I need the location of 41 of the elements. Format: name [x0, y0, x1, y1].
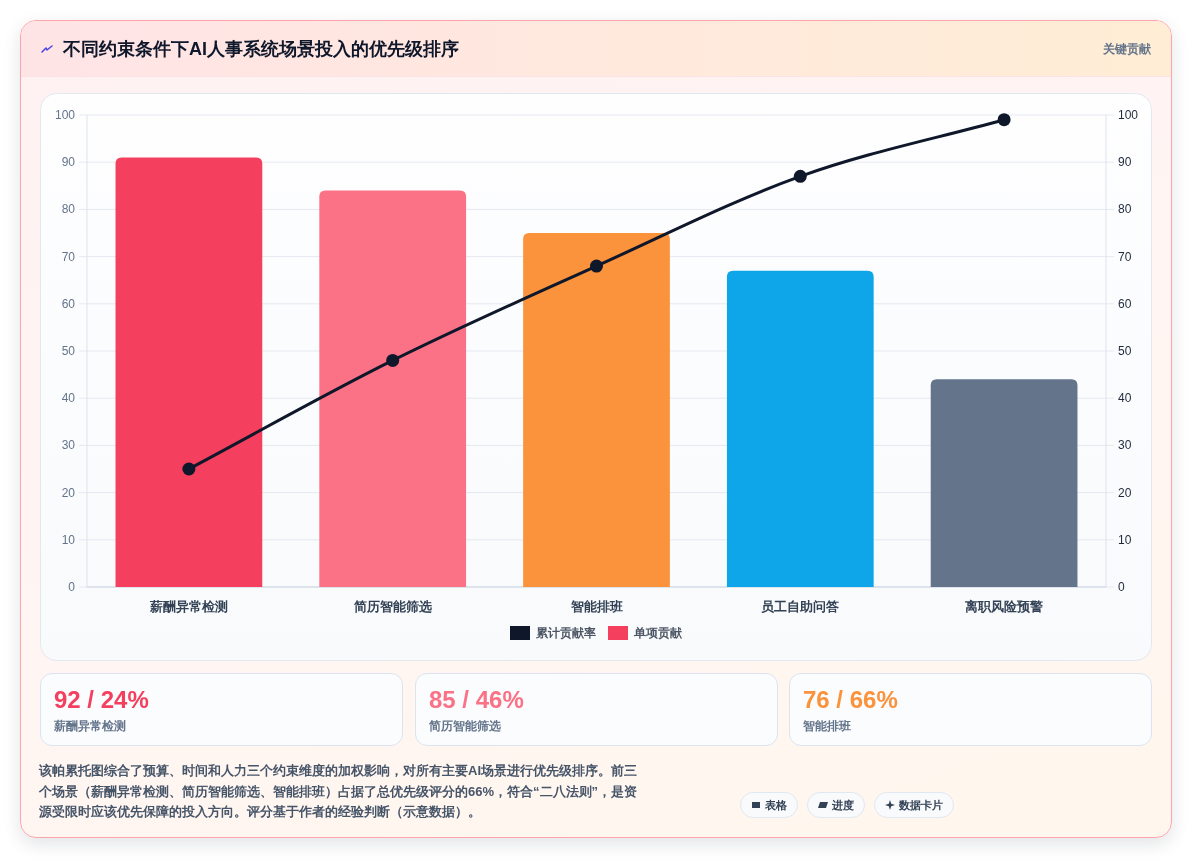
y-tick-label: 80	[61, 202, 75, 217]
y-tick-label: 20	[61, 485, 75, 500]
kpi-value: 76 / 66%	[803, 685, 898, 715]
legend-label: 单项贡献	[634, 624, 682, 642]
button-label: 数据卡片	[899, 797, 943, 813]
kpi-value: 85 / 46%	[429, 685, 524, 715]
y-tick-label: 70	[61, 249, 75, 264]
x-tick-label: 智能排班	[570, 599, 623, 614]
y2-tick-label: 20	[1118, 485, 1132, 500]
y-tick-label: 60	[61, 296, 75, 311]
y2-tick-label: 70	[1118, 249, 1132, 264]
y-tick-label: 50	[61, 344, 75, 358]
x-tick-label: 薪酬异常检测	[149, 599, 228, 614]
kpi-value: 92 / 24%	[54, 685, 149, 715]
y-tick-label: 40	[61, 391, 75, 406]
y2-tick-label: 60	[1118, 296, 1132, 311]
x-tick-label: 简历智能筛选	[353, 599, 432, 614]
kpi-label: 智能排班	[803, 718, 851, 734]
y2-tick-label: 0	[1118, 580, 1125, 594]
y2-tick-label: 80	[1118, 202, 1132, 217]
button-label: 表格	[765, 797, 787, 813]
y-tick-label: 10	[61, 532, 75, 547]
x-tick-label: 员工自助问答	[761, 599, 840, 614]
note: 该帕累托图综合了预算、时间和人力三个约束维度的加权影响，对所有主要AI场景进行优先级排序。前三个场景（薪酬异常检测、简历智能筛选、智能排班）占据了总优先级评分的66%，符合“二八法则”，是资源受限时应该优先保障的投入方向。评分基于作者的经验判断（示意数据）。	[39, 762, 639, 821]
title: 不同约束条件下AI人事系统场景投入的优先级排序	[63, 38, 459, 61]
y-tick-label: 100	[54, 108, 75, 122]
y2-tick-label: 90	[1118, 155, 1132, 170]
y2-tick-label: 100	[1118, 108, 1139, 122]
kpi-label: 薪酬异常检测	[54, 718, 126, 734]
y2-tick-label: 40	[1118, 391, 1132, 406]
y2-tick-label: 30	[1118, 438, 1132, 453]
y-tick-label: 90	[61, 155, 75, 170]
y-tick-label: 30	[61, 438, 75, 453]
kpi-label: 简历智能筛选	[429, 718, 501, 734]
button-label: 进度	[832, 797, 854, 813]
legend-label: 累计贡献率	[536, 624, 596, 642]
y2-tick-label: 10	[1118, 532, 1132, 547]
y-tick-label: 0	[68, 580, 75, 594]
y2-tick-label: 50	[1118, 344, 1132, 358]
x-tick-label: 离职风险预警	[965, 599, 1044, 614]
badge-label: 关键贡献	[1103, 41, 1151, 58]
